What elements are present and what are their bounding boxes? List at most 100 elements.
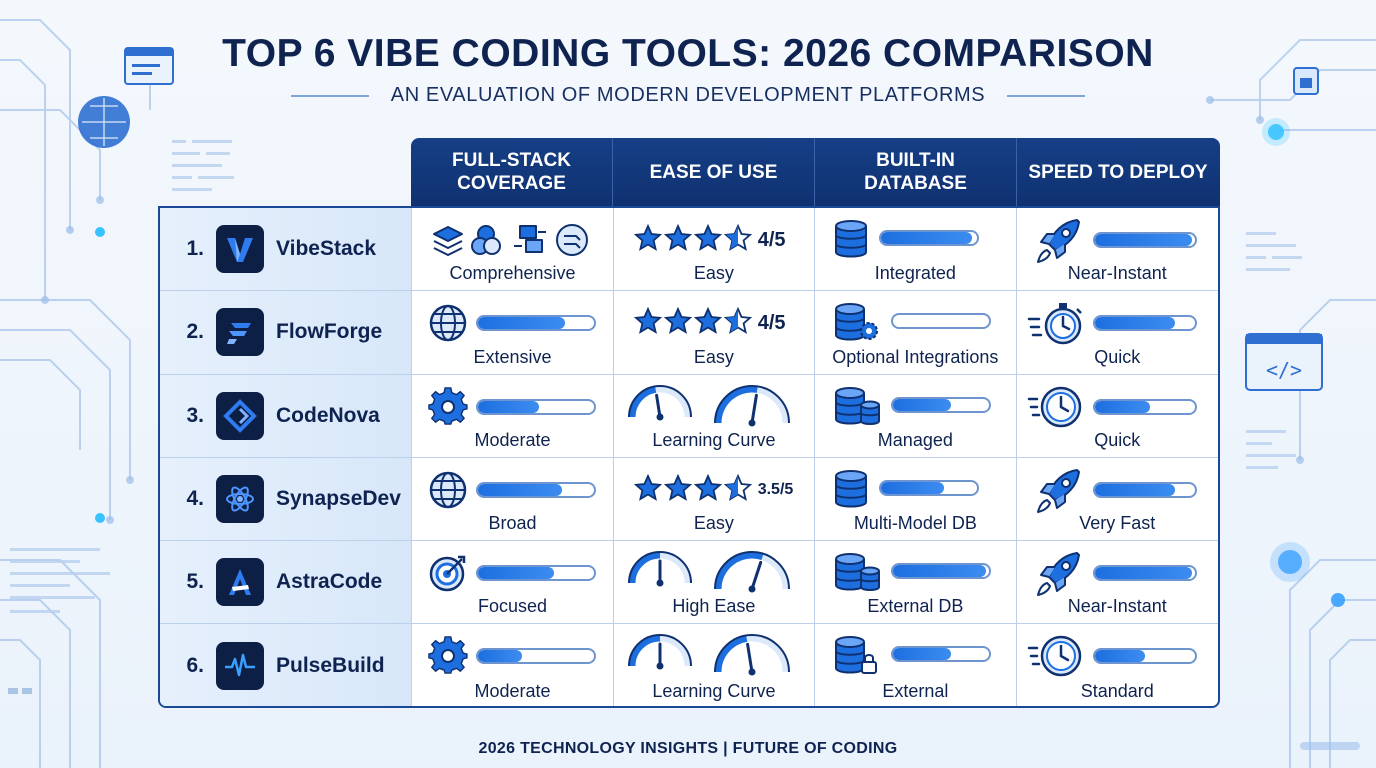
database-label: External	[882, 680, 949, 701]
fullstack-bar	[476, 648, 597, 665]
speed-cell: Quick	[1017, 375, 1218, 457]
ease-label: Easy	[693, 263, 734, 284]
diamond-logo-icon	[216, 391, 264, 440]
code-window-icon: </>	[1245, 333, 1323, 391]
atom-logo-icon	[216, 475, 264, 524]
database-cell: Optional Integrations	[815, 291, 1017, 374]
globe-icon	[428, 470, 468, 515]
star-rating: 3.5/5	[633, 473, 794, 507]
database-bar	[891, 313, 992, 330]
table-row: 4. SynapseDev Broad 3.5/5 Easy Multi-Model DB…	[160, 457, 1218, 542]
gear-icon	[428, 386, 468, 432]
database-gear-icon	[833, 301, 881, 348]
fullstack-label: Broad	[488, 513, 537, 534]
tool-name-cell: 2. FlowForge	[160, 291, 413, 374]
database-cell: Managed	[815, 374, 1017, 457]
database-icon	[833, 468, 869, 515]
tool-name: SynapseDev	[276, 487, 401, 511]
fullstack-cell: Broad	[412, 457, 614, 541]
tool-rank: 2.	[186, 320, 204, 344]
fullstack-bar	[476, 565, 597, 582]
fullstack-bar	[476, 481, 597, 498]
speed-cell: Near-Instant	[1017, 208, 1218, 290]
database-label: Integrated	[874, 263, 956, 284]
subtitle-row: AN EVALUATION OF MODERN DEVELOPMENT PLAT…	[0, 84, 1376, 107]
pulse-logo-icon	[216, 642, 264, 691]
page-subtitle: AN EVALUATION OF MODERN DEVELOPMENT PLAT…	[390, 84, 986, 106]
star-icon	[693, 473, 724, 507]
tool-name-cell: 5. AstraCode	[160, 541, 413, 624]
page-title: TOP 6 VIBE CODING TOOLS: 2026 COMPARISON	[222, 32, 1154, 75]
speed-label: Quick	[1094, 429, 1141, 450]
database-icon	[833, 218, 869, 265]
tool-rank: 4.	[186, 487, 204, 511]
tool-rank: 6.	[186, 654, 204, 678]
half-star-icon	[723, 307, 754, 340]
rocket-icon	[1033, 216, 1083, 271]
header-ease-of-use: EASE OF USE	[613, 138, 815, 206]
fullstack-cell: Moderate	[412, 374, 614, 457]
database-cell: External	[815, 624, 1017, 706]
database-bar	[879, 479, 980, 496]
gauge-icon	[627, 551, 692, 600]
svg-text:</>: </>	[1266, 358, 1302, 382]
gauge-icon	[627, 634, 692, 683]
tool-name: VibeStack	[276, 237, 377, 261]
subtitle-rule-left	[290, 94, 369, 97]
table-row: 1. VibeStack Comprehensive 4/5 Easy Integrate…	[160, 208, 1218, 292]
ease-label: Learning Curve	[652, 429, 776, 450]
speed-cell: Near-Instant	[1017, 541, 1218, 623]
speed-label: Very Fast	[1079, 513, 1156, 534]
rocket-icon	[1033, 466, 1083, 521]
speed-cell: Quick	[1017, 291, 1218, 373]
speed-bar	[1092, 648, 1197, 665]
footer-text: 2026 TECHNOLOGY INSIGHTS | FUTURE OF COD…	[478, 740, 898, 757]
rating-value: 3.5/5	[757, 481, 794, 499]
tool-name-cell: 3. CodeNova	[160, 374, 413, 457]
database-stack-icon	[833, 385, 881, 432]
speed-label: Standard	[1080, 680, 1154, 701]
rocket-icon	[1033, 549, 1083, 604]
star-rating: 4/5	[633, 307, 786, 340]
v-logo-icon	[216, 225, 264, 274]
subtitle-rule-right	[1007, 94, 1086, 97]
tool-name: CodeNova	[276, 403, 380, 427]
fullstack-bar	[476, 315, 597, 332]
database-cell: Multi-Model DB	[815, 457, 1017, 541]
speed-label: Quick	[1094, 346, 1141, 367]
globe-icon	[428, 303, 468, 348]
tool-name-cell: 6. PulseBuild	[160, 624, 413, 706]
ease-cell: 3.5/5 Easy	[614, 457, 816, 541]
table-header: FULL-STACK COVERAGE EASE OF USE BUILT-IN…	[411, 138, 1220, 206]
fullstack-label: Moderate	[474, 680, 551, 701]
database-label: Managed	[877, 429, 953, 450]
speed-bar	[1092, 315, 1197, 332]
speed-cell: Very Fast	[1017, 458, 1218, 540]
rating-value: 4/5	[757, 312, 786, 335]
ease-label: Learning Curve	[652, 680, 776, 701]
speed-cell: Standard	[1017, 624, 1218, 706]
half-star-icon	[723, 223, 754, 257]
database-label: Optional Integrations	[832, 346, 999, 367]
star-icon	[663, 307, 694, 340]
star-icon	[663, 473, 694, 507]
ease-cell: 4/5 Easy	[614, 208, 816, 291]
tool-rank: 3.	[186, 403, 204, 427]
gauge-icon	[713, 551, 790, 600]
header-fullstack-coverage: FULL-STACK COVERAGE	[411, 138, 613, 206]
star-icon	[633, 307, 664, 340]
ease-cell: Learning Curve	[614, 624, 816, 706]
speed-bar	[1092, 232, 1197, 248]
tool-name-cell: 4. SynapseDev	[160, 457, 413, 541]
ease-cell: 4/5 Easy	[614, 291, 816, 374]
comparison-table: FULL-STACK COVERAGE EASE OF USE BUILT-IN…	[158, 138, 1220, 710]
ease-cell: High Ease	[614, 541, 816, 624]
a-logo-icon	[216, 558, 264, 607]
table-body: 1. VibeStack Comprehensive 4/5 Easy Integrate…	[158, 206, 1220, 708]
tool-name: PulseBuild	[276, 654, 385, 678]
table-row: 5. AstraCode Focused High Ease External DB Ne…	[160, 541, 1218, 625]
database-bar	[891, 396, 992, 413]
gauge-icon	[713, 384, 790, 434]
fullstack-cell: Focused	[412, 541, 614, 624]
speed-bar	[1092, 481, 1197, 498]
